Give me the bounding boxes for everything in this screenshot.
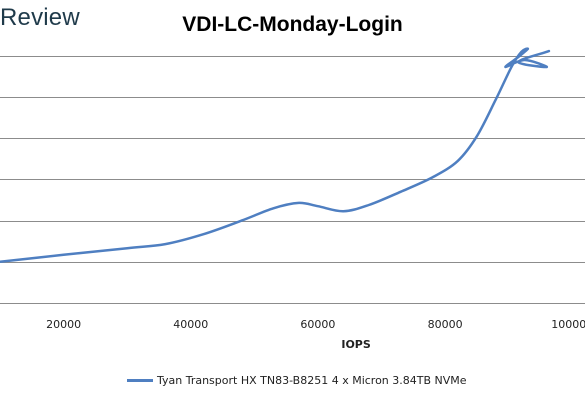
x-tick-label: 60000 — [300, 318, 335, 331]
legend: Tyan Transport HX TN83-B8251 4 x Micron … — [127, 374, 467, 387]
x-tick-label: 40000 — [173, 318, 208, 331]
x-axis-title: IOPS — [341, 338, 371, 351]
x-axis-ticks: 20000 40000 60000 80000 100000 — [46, 318, 585, 331]
series-line — [0, 47, 551, 264]
series-layer — [0, 47, 551, 264]
gridlines — [0, 56, 585, 304]
x-tick-label: 80000 — [428, 318, 463, 331]
brand-logo-text: Review — [0, 4, 80, 31]
legend-label: Tyan Transport HX TN83-B8251 4 x Micron … — [157, 374, 467, 387]
x-tick-label: 20000 — [46, 318, 81, 331]
legend-swatch — [127, 379, 153, 382]
x-tick-label: 100000 — [551, 318, 585, 331]
chart-title: VDI-LC-Monday-Login — [182, 13, 403, 36]
